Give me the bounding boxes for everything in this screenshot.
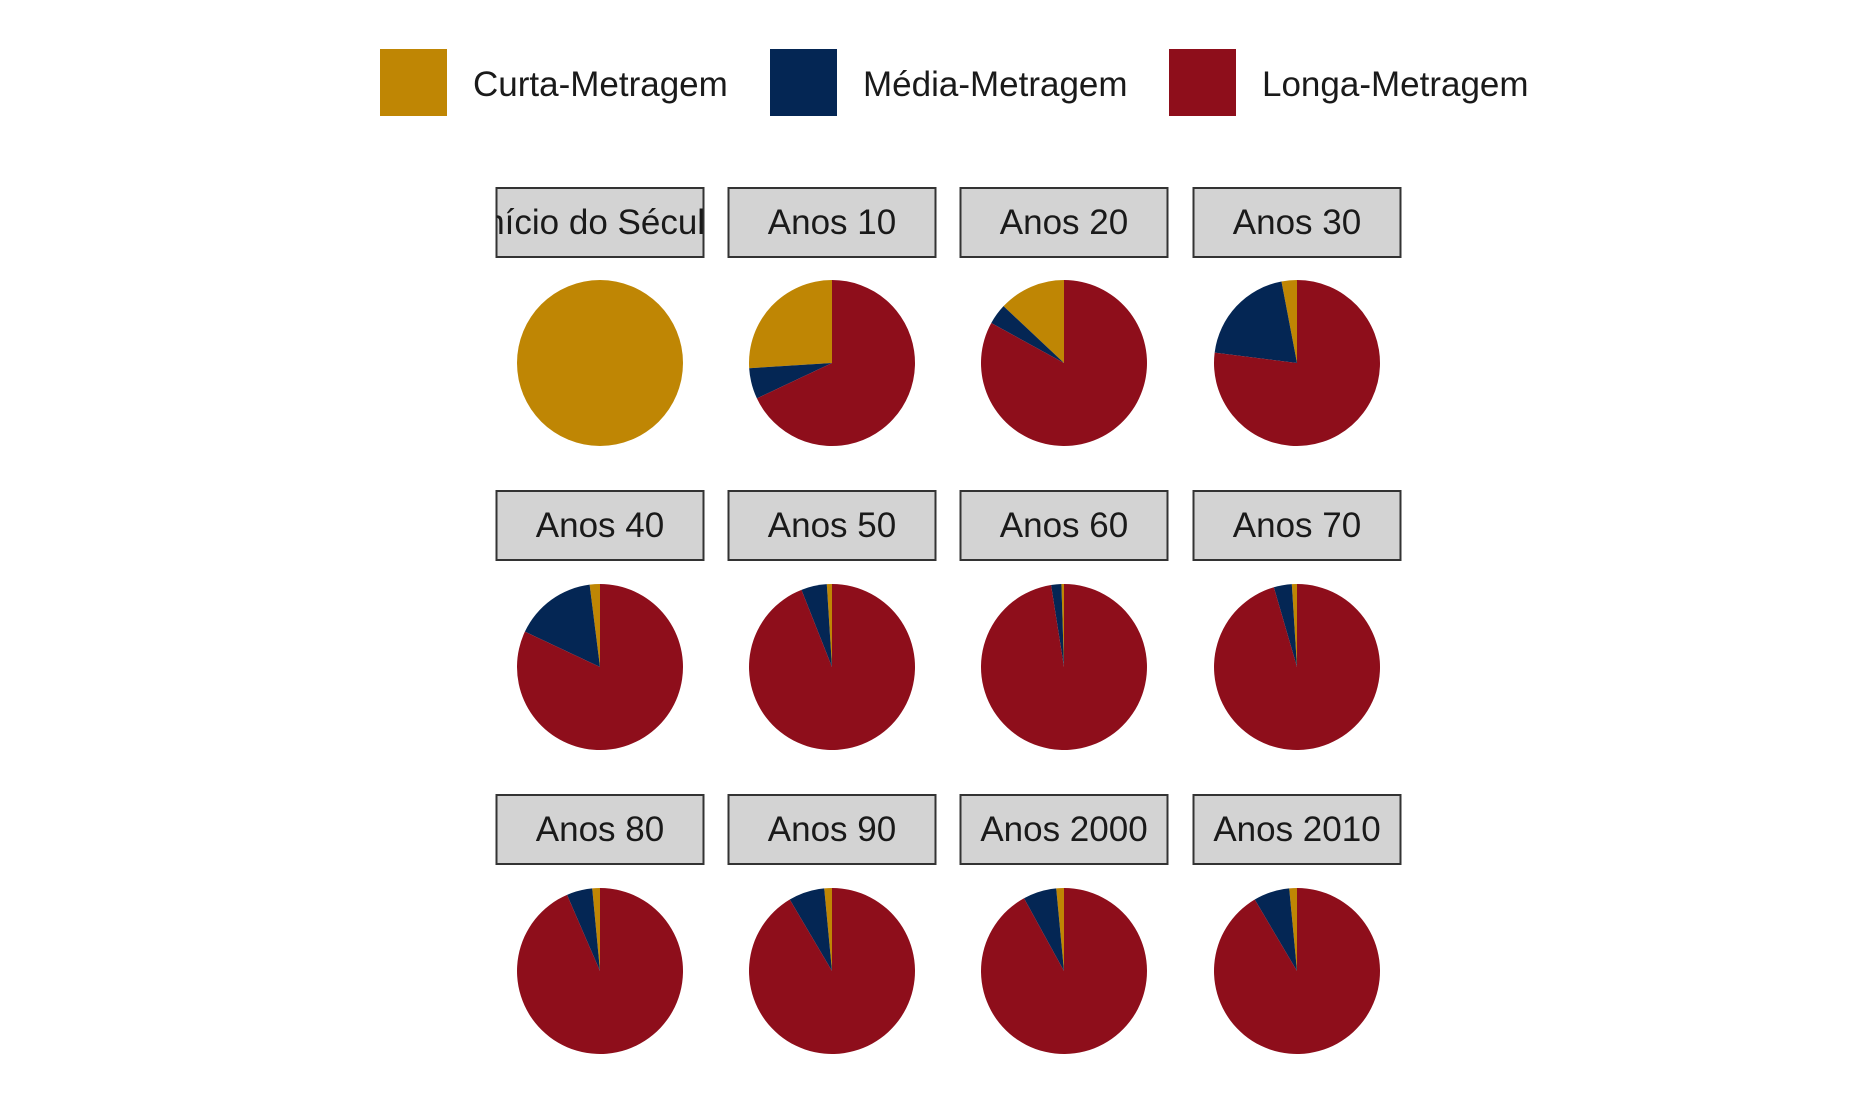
pie-slice-longa — [756, 280, 916, 446]
panel-0: Início do Século — [475, 187, 724, 446]
pie-slice-media — [1254, 888, 1297, 971]
panel-strip — [1192, 794, 1402, 865]
pie-slice-longa — [1213, 280, 1380, 446]
pie-slice-media — [1024, 888, 1064, 971]
panel-5: Anos 50 — [727, 490, 937, 750]
pie-slice-curta — [1061, 584, 1064, 667]
panel-strip — [495, 490, 705, 561]
legend-item-media: Média-Metragem — [770, 49, 1128, 116]
pie-slice-media — [991, 306, 1064, 363]
panel-strip — [959, 490, 1169, 561]
pie-slice-curta — [592, 888, 600, 971]
panel-strip — [1192, 490, 1402, 561]
pie-slice-longa — [1214, 888, 1381, 1054]
panel-title: Anos 2010 — [1213, 810, 1380, 849]
pie-slice-media — [1051, 584, 1064, 667]
panel-8: Anos 80 — [495, 794, 705, 1054]
panel-11: Anos 2010 — [1192, 794, 1402, 1054]
panel-strip — [727, 490, 937, 561]
legend-label-media: Média-Metragem — [863, 65, 1128, 104]
panel-title: Anos 50 — [768, 506, 896, 545]
legend-swatch-longa — [1169, 49, 1236, 116]
panel-7: Anos 70 — [1192, 490, 1402, 750]
pie-slice-curta — [517, 280, 683, 446]
pie-panels: Início do Século Anos 10 Anos 20 Anos 30 Ano… — [475, 187, 1402, 1054]
pie-slice-longa — [517, 584, 684, 750]
pie-slice-longa — [749, 584, 916, 750]
panel-strip — [959, 794, 1169, 865]
panel-title: Anos 60 — [1000, 506, 1128, 545]
pie-slice-curta — [824, 888, 832, 971]
pie-slice-longa — [517, 888, 684, 1054]
pie-slice-media — [524, 584, 600, 667]
pie-slice-curta — [1289, 888, 1297, 971]
pie-slice-curta — [589, 584, 600, 667]
pie-slice-curta — [1291, 584, 1297, 667]
pie-slice-curta — [1281, 280, 1297, 363]
panel-strip — [727, 794, 937, 865]
legend-label-longa: Longa-Metragem — [1262, 65, 1529, 104]
panel-2: Anos 20 — [959, 187, 1169, 446]
panel-title: Anos 30 — [1233, 203, 1361, 242]
panel-strip — [959, 187, 1169, 258]
pie-slice-longa — [749, 888, 916, 1054]
panel-strip — [1192, 187, 1402, 258]
panel-title: Anos 2000 — [980, 810, 1147, 849]
pie-slice-curta — [826, 584, 832, 667]
panel-6: Anos 60 — [959, 490, 1169, 750]
panel-1: Anos 10 — [727, 187, 937, 446]
panel-strip — [495, 794, 705, 865]
pie-slice-media — [801, 584, 832, 667]
legend: Curta-Metragem Média-Metragem Longa-Metrag… — [380, 49, 1529, 116]
panel-title: Início do Século — [475, 203, 724, 242]
panel-title: Anos 10 — [768, 203, 896, 242]
panel-4: Anos 40 — [495, 490, 705, 750]
legend-swatch-curta — [380, 49, 447, 116]
pie-slice-curta — [748, 280, 832, 369]
pie-slice-media — [1273, 584, 1297, 667]
legend-item-longa: Longa-Metragem — [1169, 49, 1529, 116]
legend-swatch-media — [770, 49, 837, 116]
panel-10: Anos 2000 — [959, 794, 1169, 1054]
pie-slice-media — [789, 888, 832, 971]
pie-slice-curta — [1003, 280, 1064, 363]
pie-slice-longa — [981, 280, 1148, 446]
panel-title: Anos 20 — [1000, 203, 1128, 242]
pie-slice-media — [567, 888, 600, 971]
pie-slice-longa — [981, 888, 1148, 1054]
panel-title: Anos 40 — [536, 506, 664, 545]
pie-slice-media — [1214, 281, 1297, 363]
pie-slice-longa — [980, 584, 1147, 750]
pie-slice-media — [749, 363, 832, 399]
panel-strip — [727, 187, 937, 258]
legend-item-curta: Curta-Metragem — [380, 49, 728, 116]
panel-9: Anos 90 — [727, 794, 937, 1054]
panel-strip — [495, 187, 705, 258]
panel-title: Anos 80 — [536, 810, 664, 849]
panel-3: Anos 30 — [1192, 187, 1402, 446]
legend-label-curta: Curta-Metragem — [473, 65, 728, 104]
panel-title: Anos 70 — [1233, 506, 1361, 545]
pie-slice-curta — [1056, 888, 1064, 971]
panel-title: Anos 90 — [768, 810, 896, 849]
pie-slice-longa — [1214, 584, 1381, 750]
